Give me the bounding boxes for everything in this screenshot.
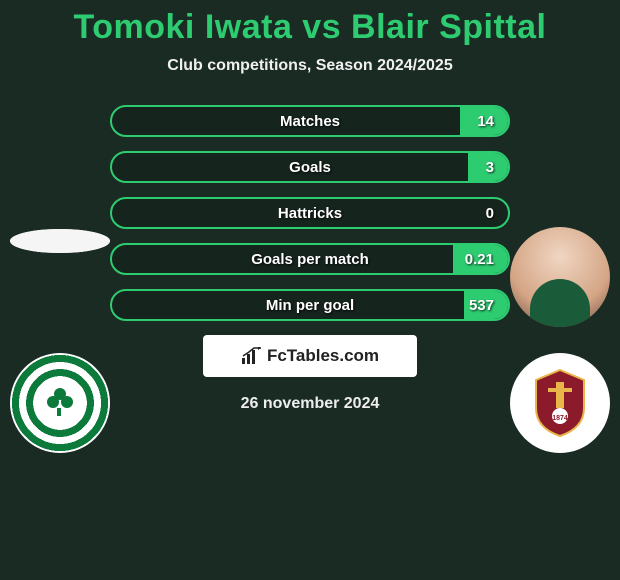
stat-label: Matches <box>112 113 508 130</box>
stat-label: Goals per match <box>112 251 508 268</box>
player2-avatar <box>510 227 610 327</box>
stat-row: Goals3 <box>110 151 510 183</box>
stat-row: Hattricks0 <box>110 197 510 229</box>
clover-icon <box>47 390 73 416</box>
stat-row: Min per goal537 <box>110 289 510 321</box>
stat-right-value: 14 <box>477 113 494 130</box>
stat-right-value: 537 <box>469 297 494 314</box>
comparison-area: 1874 Matches14Goals3Hattricks0Goals per … <box>0 105 620 413</box>
stat-label: Min per goal <box>112 297 508 314</box>
stat-label: Hattricks <box>112 205 508 222</box>
club2-badge: 1874 <box>510 353 610 453</box>
brand-label: FcTables.com <box>267 346 379 366</box>
page-title: Tomoki Iwata vs Blair Spittal <box>0 0 620 47</box>
shield-icon: 1874 <box>530 368 590 438</box>
subtitle: Club competitions, Season 2024/2025 <box>0 57 620 75</box>
stat-row: Goals per match0.21 <box>110 243 510 275</box>
player1-avatar <box>10 229 110 253</box>
svg-text:1874: 1874 <box>552 415 568 422</box>
stat-right-value: 0.21 <box>465 251 494 268</box>
chart-icon <box>241 347 263 365</box>
club1-badge <box>10 353 110 453</box>
stat-label: Goals <box>112 159 508 176</box>
brand-box: FcTables.com <box>203 335 417 377</box>
stat-right-value: 0 <box>486 205 494 222</box>
stat-right-value: 3 <box>486 159 494 176</box>
stat-row: Matches14 <box>110 105 510 137</box>
